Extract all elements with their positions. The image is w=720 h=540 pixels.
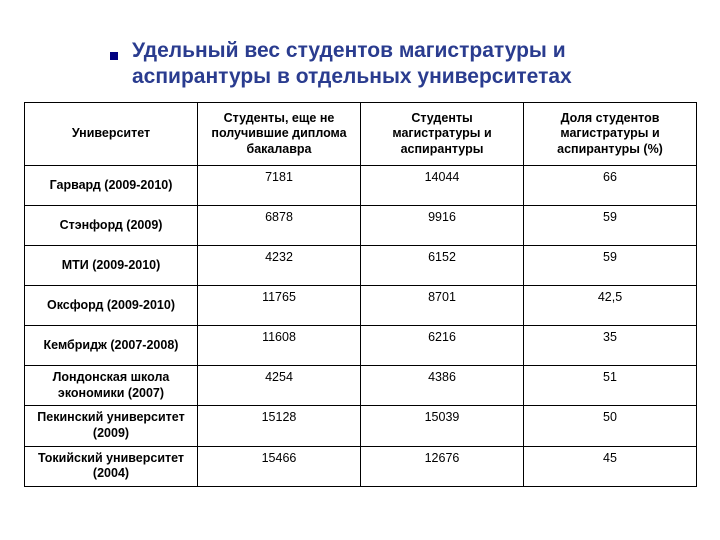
cell-undergrad: 4232 <box>198 246 361 286</box>
table-row: Гарвард (2009-2010)71811404466 <box>25 166 697 206</box>
table-row: Стэнфорд (2009)6878991659 <box>25 206 697 246</box>
cell-share: 59 <box>524 246 697 286</box>
title-bullet <box>110 52 118 60</box>
cell-share: 45 <box>524 446 697 486</box>
cell-undergrad: 4254 <box>198 366 361 406</box>
cell-share: 42,5 <box>524 286 697 326</box>
cell-grad: 9916 <box>361 206 524 246</box>
cell-university: Гарвард (2009-2010) <box>25 166 198 206</box>
table-row: Оксфорд (2009-2010)11765870142,5 <box>25 286 697 326</box>
cell-university: Токийский университет (2004) <box>25 446 198 486</box>
cell-undergrad: 11765 <box>198 286 361 326</box>
cell-university: Кембридж (2007-2008) <box>25 326 198 366</box>
slide-title: Удельный вес студентов магистратуры и ас… <box>132 38 692 91</box>
cell-grad: 14044 <box>361 166 524 206</box>
data-table-wrap: Университет Студенты, еще не получившие … <box>24 102 696 487</box>
cell-university: Стэнфорд (2009) <box>25 206 198 246</box>
cell-undergrad: 15128 <box>198 406 361 446</box>
cell-undergrad: 7181 <box>198 166 361 206</box>
cell-share: 50 <box>524 406 697 446</box>
table-row: МТИ (2009-2010)4232615259 <box>25 246 697 286</box>
col-header-share: Доля студентов магистратуры и аспирантур… <box>524 103 697 166</box>
cell-university: Оксфорд (2009-2010) <box>25 286 198 326</box>
table-row: Кембридж (2007-2008)11608621635 <box>25 326 697 366</box>
cell-undergrad: 6878 <box>198 206 361 246</box>
cell-university: Пекинский университет (2009) <box>25 406 198 446</box>
table-row: Пекинский университет (2009)151281503950 <box>25 406 697 446</box>
cell-share: 51 <box>524 366 697 406</box>
cell-share: 59 <box>524 206 697 246</box>
slide: Удельный вес студентов магистратуры и ас… <box>0 0 720 540</box>
col-header-university: Университет <box>25 103 198 166</box>
cell-grad: 4386 <box>361 366 524 406</box>
cell-grad: 12676 <box>361 446 524 486</box>
cell-undergrad: 11608 <box>198 326 361 366</box>
table-body: Гарвард (2009-2010)71811404466Стэнфорд (… <box>25 166 697 487</box>
cell-university: Лондонская школа экономики (2007) <box>25 366 198 406</box>
col-header-undergrad: Студенты, еще не получившие диплома бака… <box>198 103 361 166</box>
cell-share: 35 <box>524 326 697 366</box>
col-header-grad: Студенты магистратуры и аспирантуры <box>361 103 524 166</box>
cell-grad: 8701 <box>361 286 524 326</box>
cell-grad: 6152 <box>361 246 524 286</box>
cell-undergrad: 15466 <box>198 446 361 486</box>
cell-share: 66 <box>524 166 697 206</box>
table-header-row: Университет Студенты, еще не получившие … <box>25 103 697 166</box>
data-table: Университет Студенты, еще не получившие … <box>24 102 697 487</box>
cell-grad: 6216 <box>361 326 524 366</box>
table-row: Лондонская школа экономики (2007)4254438… <box>25 366 697 406</box>
cell-grad: 15039 <box>361 406 524 446</box>
table-row: Токийский университет (2004)154661267645 <box>25 446 697 486</box>
cell-university: МТИ (2009-2010) <box>25 246 198 286</box>
